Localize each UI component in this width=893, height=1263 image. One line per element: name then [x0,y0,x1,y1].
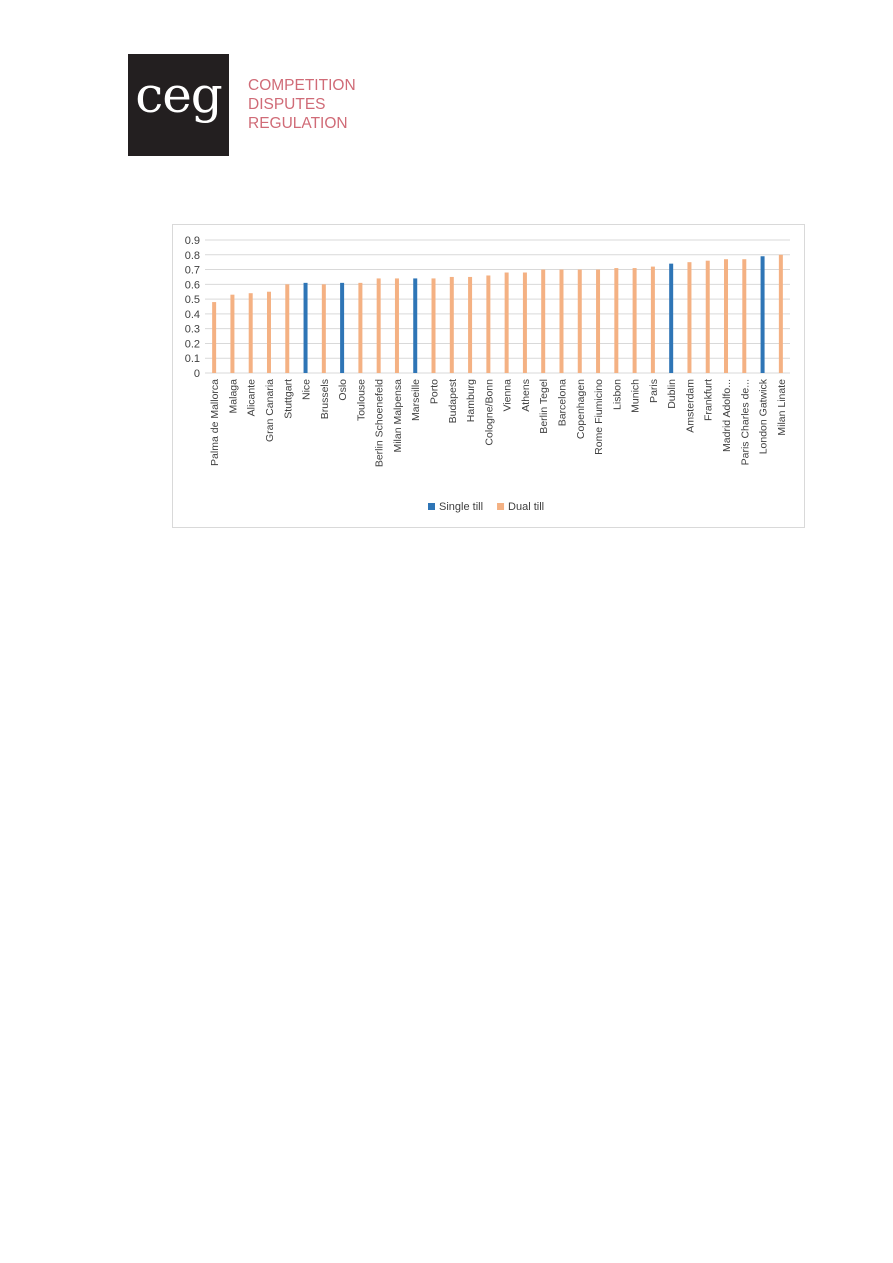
x-tick-label: Lisbon [611,379,623,410]
x-tick-label: Oslo [337,379,349,401]
x-tick-label: Alicante [246,379,258,417]
bar [742,259,747,373]
y-tick-label: 0.9 [185,235,200,247]
bar [632,268,637,373]
x-tick-label: Malaga [227,379,239,414]
bar [303,282,308,373]
x-tick-label: Milan Malpensa [392,379,404,453]
bar [394,278,399,373]
legend-swatch [497,503,505,510]
bar [431,278,436,373]
bar [669,263,674,373]
bar [559,269,564,373]
x-tick-label: Madrid Adolfo... [721,379,733,452]
x-tick-label: Dublin [666,379,678,409]
x-tick-label: Cologne/Bonn [483,379,495,446]
bar [724,259,729,373]
x-tick-label: Toulouse [355,379,367,421]
x-tick-label: Brussels [319,379,331,419]
legend-swatch [428,503,435,510]
x-tick-label: Hamburg [465,379,477,422]
x-tick-label: Budapest [447,379,459,423]
bar [504,272,509,373]
bar [687,262,692,373]
bar [340,282,345,373]
tagline-line-competition: COMPETITION [248,77,356,94]
bar [760,256,765,373]
bar-chart: 0 0.1 0.2 0.3 0.4 0.5 0.6 0.7 0.8 0.9 Palma de Mal… [185,235,790,513]
y-tick-label: 0 [194,368,200,380]
bar [705,260,710,373]
bar [230,294,235,373]
x-tick-label: Milan Linate [776,379,788,436]
bar [248,293,253,373]
y-tick-label: 0.2 [185,338,200,350]
y-tick-label: 0.6 [185,279,200,291]
bar [413,278,418,373]
bar [577,269,582,373]
bar [376,278,381,373]
x-tick-label: Marseille [410,379,422,421]
bar [486,275,491,373]
y-tick-label: 0.7 [185,265,200,277]
y-tick-label: 0.8 [185,250,200,262]
x-tick-label: Gran Canaria [264,379,276,442]
x-tick-label: Athens [520,379,532,412]
legend-label: Single till [439,501,483,513]
legend-label: Dual till [508,501,544,513]
x-tick-label: Paris Charles de... [739,379,751,465]
ceg-logo: ceg [128,54,229,156]
bar [778,254,783,373]
y-tick-label: 0.1 [185,353,200,365]
x-tick-label: Copenhagen [575,379,587,439]
x-tick-label: Berlin Schoenefeld [374,379,386,467]
bar [614,268,619,373]
bar [321,284,326,373]
x-tick-label: Berlin Tegel [538,379,550,434]
bar [522,272,527,373]
y-tick-label: 0.4 [185,309,200,321]
bar [449,276,454,373]
x-tick-label: Munich [630,379,642,413]
y-tick-label: 0.5 [185,294,200,306]
tagline-line-disputes: DISPUTES [248,96,326,113]
x-tick-label: Barcelona [556,379,568,426]
chart-frame: 0 0.1 0.2 0.3 0.4 0.5 0.6 0.7 0.8 0.9 Palma de Mal… [172,224,805,528]
bar [596,269,601,373]
bar [212,302,217,373]
x-tick-label: Porto [429,379,441,404]
bar [285,284,290,373]
x-tick-label: Stuttgart [282,379,294,419]
x-tick-label: Rome Fiumicino [593,379,605,455]
tagline-line-regulation: REGULATION [248,115,348,132]
x-tick-label: Nice [301,379,313,400]
logo-mark: ceg [135,66,223,124]
logo-tagline: COMPETITION DISPUTES REGULATION [248,76,356,133]
x-tick-label: Vienna [502,379,514,412]
y-tick-label: 0.3 [185,324,200,336]
bar [358,282,363,373]
x-tick-label: Frankfurt [703,379,715,421]
bar [541,269,546,373]
x-tick-label: London Gatwick [758,378,770,454]
x-tick-label: Paris [648,379,660,403]
x-tick-label: Palma de Mallorca [209,379,221,466]
bar [266,291,271,373]
bar [650,266,655,373]
bar [468,276,473,373]
x-tick-label: Amsterdam [684,379,696,433]
